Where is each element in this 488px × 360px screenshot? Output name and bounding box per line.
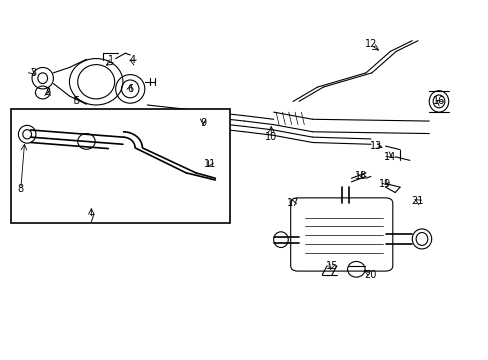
Text: 11: 11 xyxy=(204,159,216,169)
Text: 17: 17 xyxy=(286,198,299,208)
Text: 4: 4 xyxy=(129,55,136,65)
Text: 13: 13 xyxy=(369,141,381,151)
Text: 8: 8 xyxy=(18,184,24,194)
FancyBboxPatch shape xyxy=(290,198,392,271)
Text: 21: 21 xyxy=(410,197,423,206)
Text: 20: 20 xyxy=(364,270,376,280)
Bar xyxy=(11,109,229,223)
Text: 5: 5 xyxy=(74,96,80,107)
Text: 12: 12 xyxy=(364,39,376,49)
Text: 7: 7 xyxy=(88,214,94,224)
Text: 14: 14 xyxy=(384,152,396,162)
Text: 10: 10 xyxy=(264,132,277,142)
Text: 19: 19 xyxy=(379,179,391,189)
Text: 16: 16 xyxy=(432,96,444,107)
Text: 9: 9 xyxy=(200,118,206,128)
Text: 6: 6 xyxy=(127,84,133,94)
Text: 15: 15 xyxy=(325,261,338,271)
Text: 1: 1 xyxy=(107,55,114,65)
Text: 2: 2 xyxy=(44,87,51,98)
Text: 3: 3 xyxy=(30,68,36,78)
Text: 18: 18 xyxy=(354,171,366,181)
